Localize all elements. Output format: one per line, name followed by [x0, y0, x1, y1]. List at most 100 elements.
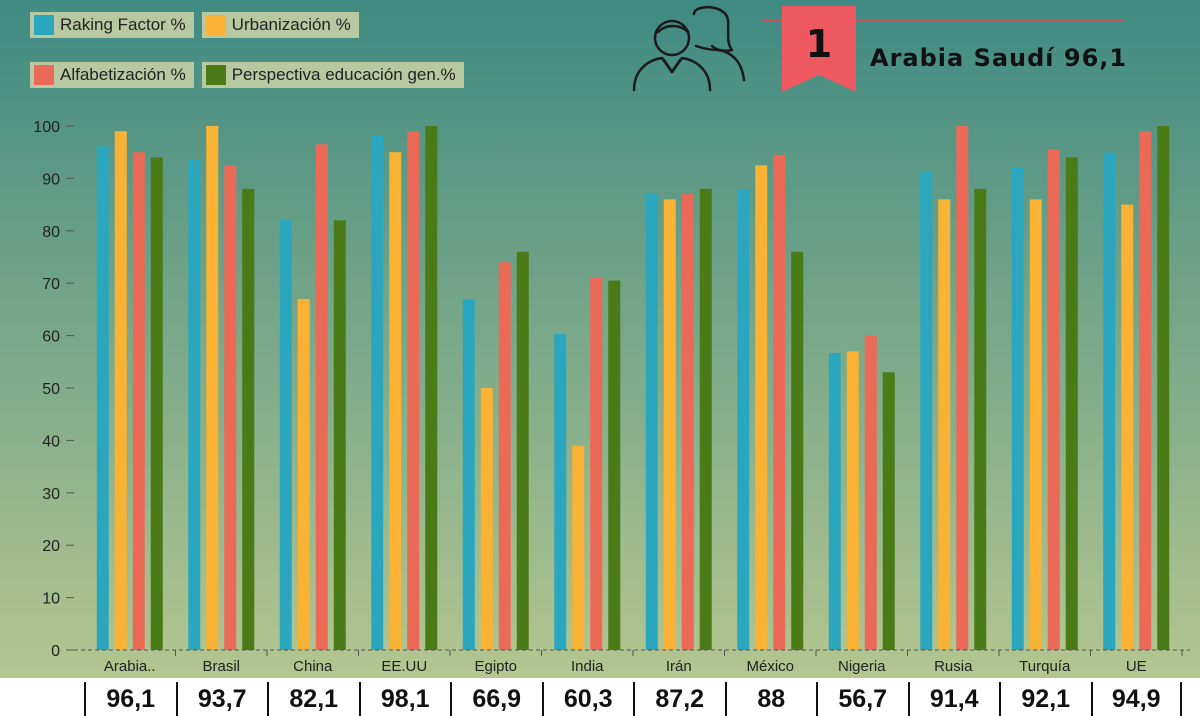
- bar: [516, 251, 529, 650]
- bar: [242, 188, 255, 650]
- legend-swatch: [205, 15, 226, 35]
- bar: [389, 152, 402, 650]
- bar: [974, 188, 987, 650]
- x-axis: Arabia.. Brasil China EE.UU Egipto India Irán M…: [74, 649, 1190, 675]
- bar: [132, 152, 145, 650]
- x-tick-label: UE: [1126, 658, 1147, 675]
- bar: [791, 251, 804, 650]
- ranking-value: 82,1: [267, 682, 359, 716]
- legend-item-raking-factor: Raking Factor %: [30, 12, 194, 38]
- legend-row-2: Alfabetización % Perspectiva educación g…: [30, 62, 464, 88]
- y-tick-label: 0: [51, 643, 60, 660]
- x-tick-label: Nigeria: [838, 658, 886, 675]
- legend-label: Urbanización %: [231, 15, 351, 34]
- bar: [699, 188, 712, 650]
- legend-item-urbanizacion: Urbanización %: [201, 12, 359, 38]
- leader-label: Arabia Saudí 96,1: [870, 44, 1128, 72]
- bar: [755, 165, 768, 651]
- ranking-value: 60,3: [541, 682, 634, 716]
- bar: [1065, 157, 1078, 650]
- bar: [590, 277, 603, 650]
- y-tick-label: 60: [42, 329, 60, 346]
- bar: [956, 126, 969, 650]
- bar: [150, 157, 163, 650]
- legend-label: Perspectiva educación gen.%: [231, 65, 456, 84]
- bar: [114, 131, 127, 651]
- legend-row-1: Raking Factor % Urbanización %: [30, 12, 359, 38]
- bar: [279, 219, 292, 650]
- y-tick-label: 40: [42, 433, 60, 450]
- bar: [1121, 204, 1134, 650]
- bar: [297, 298, 310, 650]
- legend-item-alfabetizacion: Alfabetización %: [30, 62, 194, 88]
- bar: [188, 159, 201, 650]
- y-tick-label: 90: [42, 171, 60, 188]
- legend-swatch: [34, 65, 54, 85]
- x-tick-label: Brasil: [202, 658, 240, 675]
- bars: [96, 126, 1170, 651]
- y-tick-label: 10: [42, 591, 60, 608]
- bar: [920, 171, 933, 650]
- x-tick-label: EE.UU: [381, 658, 427, 675]
- y-tick-label: 70: [42, 276, 60, 293]
- x-tick-label: Rusia: [934, 658, 973, 675]
- bar: [828, 352, 841, 650]
- ranking-value: 66,9: [450, 682, 542, 716]
- bar: [1047, 149, 1060, 650]
- bar: [554, 334, 567, 650]
- bar: [572, 445, 585, 650]
- legend-label: Alfabetización %: [60, 65, 186, 84]
- bar: [1157, 126, 1170, 650]
- bar: [681, 194, 694, 650]
- ranking-value: 93,7: [175, 682, 268, 716]
- bar: [1139, 131, 1152, 651]
- bar: [1029, 199, 1042, 651]
- bar: [333, 220, 346, 650]
- x-tick-label: Egipto: [474, 658, 517, 675]
- rank-number: 1: [805, 22, 833, 66]
- bar: [882, 372, 895, 650]
- bar: [864, 335, 877, 650]
- bar: [371, 135, 384, 650]
- bar: [663, 199, 676, 651]
- bar: [315, 144, 328, 650]
- bar: [737, 188, 750, 650]
- legend-label: Raking Factor %: [60, 15, 186, 34]
- ranking-value: 94,9: [1090, 682, 1182, 716]
- legend-swatch: [34, 15, 54, 35]
- bar: [462, 299, 475, 650]
- ranking-value: 91,4: [907, 682, 1000, 716]
- ranking-value: 98,1: [358, 682, 451, 716]
- x-tick-label: México: [746, 658, 794, 675]
- bar: [773, 154, 786, 650]
- bar: [407, 131, 420, 651]
- bar: [498, 262, 511, 650]
- bar: [846, 351, 859, 650]
- x-tick-label: Irán: [666, 658, 692, 675]
- bar: [1011, 167, 1024, 650]
- ranking-value: 56,7: [816, 682, 908, 716]
- bar: [480, 388, 493, 650]
- bar: [206, 126, 219, 650]
- ranking-value: 92,1: [999, 682, 1091, 716]
- legend-swatch: [205, 65, 226, 85]
- legend-item-perspectiva: Perspectiva educación gen.%: [201, 62, 464, 88]
- ranking-value: 88: [724, 682, 817, 716]
- x-tick-label: India: [571, 658, 604, 675]
- x-tick-label: Arabia..: [104, 658, 156, 675]
- bar-chart: 0 10 20 30 40 50 60 70 80 90 100 Arabia.. Brasil Chi…: [0, 0, 1200, 678]
- x-tick-label: Turquía: [1019, 658, 1071, 675]
- bar: [608, 280, 621, 650]
- bar: [1103, 152, 1116, 650]
- y-axis: 0 10 20 30 40 50 60 70 80 90 100: [33, 119, 74, 660]
- ranking-value: 87,2: [633, 682, 725, 716]
- bar: [96, 146, 109, 650]
- bar: [224, 165, 237, 651]
- bar: [425, 126, 438, 650]
- bar: [645, 193, 658, 650]
- people-icon: [632, 6, 746, 92]
- ranking-values-row: 96,1 93,7 82,1 98,1 66,9 60,3 87,2 88 56…: [84, 682, 1182, 716]
- y-tick-label: 100: [33, 119, 60, 136]
- y-tick-label: 50: [42, 381, 60, 398]
